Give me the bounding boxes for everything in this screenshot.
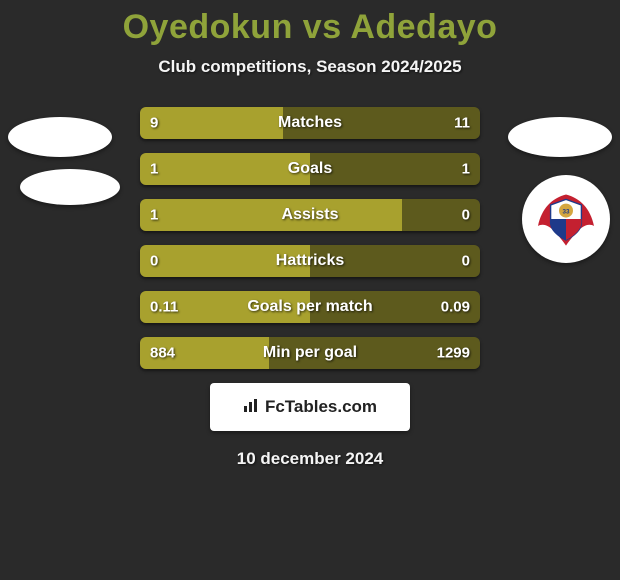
title-vs: vs (303, 8, 342, 46)
brand-text: FcTables.com (265, 397, 377, 416)
date-text: 10 december 2024 (0, 449, 620, 469)
stat-label: Matches (278, 114, 342, 132)
stat-left-value: 1 (150, 161, 158, 178)
subtitle: Club competitions, Season 2024/2025 (0, 57, 620, 77)
stat-row-min-per-goal: 884 1299 Min per goal (140, 337, 480, 369)
avatar-right-top (508, 117, 612, 157)
stat-left-value: 0.11 (150, 299, 178, 316)
stat-left-value: 1 (150, 207, 158, 224)
comparison-bars: 911Matches11Goals10Assists00Hattricks0.1… (140, 107, 480, 369)
bar-right-fill (310, 153, 480, 185)
stat-left-value: 0 (150, 253, 158, 270)
stat-row-assists: 1 0 Assists (140, 199, 480, 231)
bar-left-fill (140, 199, 402, 231)
stat-left-value: 9 (150, 115, 158, 132)
stat-right-value: 11 (454, 115, 470, 132)
title-player2: Adedayo (350, 8, 497, 46)
stat-right-value: 1299 (437, 345, 470, 362)
brand-box: FcTables.com (210, 383, 410, 431)
stat-row-goals-per-match: 0.11 0.09 Goals per match (140, 291, 480, 323)
stat-row-matches: 9 11 Matches (140, 107, 480, 139)
title-player1: Oyedokun (123, 8, 293, 46)
avatar-right-crest: 33 (522, 175, 610, 263)
stat-right-value: 1 (462, 161, 470, 178)
stat-label: Min per goal (263, 344, 357, 362)
stat-row-goals: 1 1 Goals (140, 153, 480, 185)
bar-left-fill (140, 153, 310, 185)
brand-logo-icon (243, 399, 261, 413)
bar-left-fill (140, 107, 283, 139)
stat-row-hattricks: 0 0 Hattricks (140, 245, 480, 277)
stat-right-value: 0 (462, 253, 470, 270)
avatar-left-top (8, 117, 112, 157)
stat-right-value: 0.09 (441, 299, 470, 316)
stat-left-value: 884 (150, 345, 175, 362)
stat-label: Goals per match (247, 298, 372, 316)
page-title: Oyedokun vs Adedayo (0, 0, 620, 47)
stat-label: Hattricks (276, 252, 344, 270)
stat-label: Assists (282, 206, 339, 224)
stat-right-value: 0 (462, 207, 470, 224)
club-crest-icon: 33 (531, 184, 601, 254)
svg-text:33: 33 (562, 208, 570, 215)
avatar-left-bottom (20, 169, 120, 205)
stat-label: Goals (288, 160, 332, 178)
